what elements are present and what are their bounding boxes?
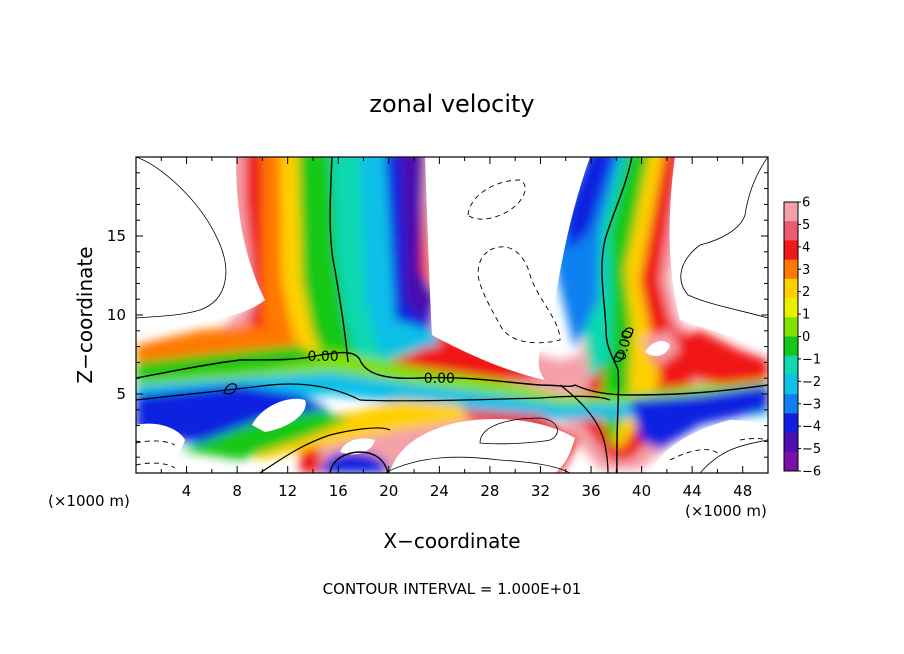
band-blue-left — [136, 385, 330, 445]
plume-left-purple — [400, 157, 438, 320]
y-tick-label-2: 15 — [107, 227, 126, 245]
y-tick-label-1: 10 — [107, 306, 126, 324]
contour-lines — [136, 157, 768, 473]
x-tick-label-10: 44 — [683, 482, 702, 500]
colorbar-swatch-2 — [784, 240, 798, 261]
lower-blue-arc — [320, 451, 390, 473]
contour-thin-bottom-right — [699, 439, 768, 473]
colorbar-label-4: 2 — [802, 285, 810, 300]
contour-zero-right-vertical — [601, 157, 633, 473]
colorbar-swatch-9 — [784, 374, 798, 395]
x-tick-label-0: 4 — [182, 482, 192, 500]
colorbar-swatch-4 — [784, 278, 798, 299]
band-green — [136, 350, 768, 410]
x-tick-label-9: 40 — [632, 482, 651, 500]
white-region-left-top — [136, 157, 265, 330]
y-axis-label: Z−coordinate — [73, 246, 97, 383]
colorbar-swatch-12 — [784, 432, 798, 453]
right-red-blob — [650, 330, 768, 385]
contour-neg-top-mid — [467, 179, 526, 220]
colorbar-label-1: 5 — [802, 218, 810, 233]
plot-area: 0.00 0.00 0.00 — [136, 157, 768, 473]
band-blue-right — [630, 385, 768, 450]
x-axis: 4 8 12 16 20 24 28 32 36 40 44 48 — [160, 157, 752, 500]
x-unit-right: (×1000 m) — [685, 502, 767, 520]
white-region-bottom-mid — [390, 418, 575, 473]
contour-label-2: 0.00 — [613, 328, 637, 362]
colorbar-label-8: −2 — [802, 375, 821, 390]
contour-zero-left-vertical — [329, 157, 349, 363]
contour-zero-small-loop — [223, 383, 237, 395]
colorbar-label-7: −1 — [802, 352, 821, 367]
lower-green-left — [180, 410, 350, 460]
white-hole-left-1 — [252, 398, 306, 432]
x-tick-label-2: 12 — [278, 482, 297, 500]
colorbar-label-6: 0 — [802, 330, 810, 345]
footer-contour-interval: CONTOUR INTERVAL = 1.000E+01 — [323, 580, 582, 598]
colorbar-label-10: −4 — [802, 420, 821, 435]
contour-zero-lower-right — [559, 384, 609, 473]
x-tick-label-5: 24 — [430, 482, 449, 500]
colorbar-swatch-5 — [784, 298, 798, 318]
contour-thin-bottom-mid — [479, 417, 558, 445]
contour-neg-bottom-right — [669, 438, 768, 461]
contour-label-0: 0.00 — [307, 349, 338, 365]
x-axis-label: X−coordinate — [383, 529, 520, 553]
plume-right-darkblue — [565, 157, 613, 250]
contour-thin-left-top — [136, 157, 227, 319]
colorbar-label-3: 3 — [802, 263, 810, 278]
contour-right-small-loops — [613, 327, 634, 363]
contour-thin-bottom-left — [384, 456, 571, 473]
white-hole-left-2 — [340, 438, 375, 455]
colorbar-swatch-6 — [784, 317, 798, 337]
white-region-right-top — [669, 157, 768, 345]
white-hole-right — [645, 340, 670, 356]
contour-thin-right-top — [680, 157, 768, 319]
colorbar-swatch-8 — [784, 355, 798, 376]
white-region-bottom-right — [650, 420, 768, 473]
colorbar-swatch-10 — [784, 394, 798, 414]
y-tick-label-0: 5 — [116, 385, 126, 403]
y-axis: 5 10 15 — [107, 172, 768, 458]
colorbar-swatch-1 — [784, 221, 798, 241]
contour-neg-mid — [477, 246, 561, 344]
colorbar-swatch-7 — [784, 336, 798, 357]
white-region-bottom-left — [136, 423, 185, 473]
x-tick-label-4: 20 — [379, 482, 398, 500]
colorbar-label-2: 4 — [802, 240, 810, 255]
x-tick-label-11: 48 — [733, 482, 752, 500]
contour-zero-arc — [329, 451, 389, 473]
contour-label-1: 0.00 — [424, 371, 455, 387]
colorbar-label-5: 1 — [802, 308, 810, 323]
contour-zero-band — [136, 351, 768, 396]
x-tick-label-3: 16 — [329, 482, 348, 500]
left-upper-orange — [136, 325, 300, 362]
velocity-field — [136, 157, 768, 473]
colorbar-label-12: −6 — [802, 465, 821, 480]
colorbar-swatch-0 — [784, 202, 798, 222]
chart-title: zonal velocity — [369, 90, 534, 118]
x-tick-label-8: 36 — [581, 482, 600, 500]
colorbar-swatch-11 — [784, 413, 798, 434]
colorbar-label-0: 6 — [802, 196, 810, 211]
colorbar-label-9: −3 — [802, 397, 821, 412]
contour-zero-lower-left — [259, 427, 391, 473]
white-region-middle — [425, 157, 590, 380]
x-tick-label-6: 28 — [480, 482, 499, 500]
colorbar-swatch-3 — [784, 259, 798, 280]
x-unit-left: (×1000 m) — [48, 492, 130, 510]
colorbar-swatch-13 — [784, 451, 798, 472]
x-tick-label-1: 8 — [232, 482, 242, 500]
colorbar: 6 5 4 3 2 1 0 −1 −2 −3 −4 −5 −6 — [783, 196, 821, 480]
colorbar-label-11: −5 — [802, 442, 821, 457]
x-tick-label-7: 32 — [531, 482, 550, 500]
contour-neg-bottom-left — [136, 440, 176, 469]
contour-labels: 0.00 0.00 0.00 — [307, 328, 636, 387]
